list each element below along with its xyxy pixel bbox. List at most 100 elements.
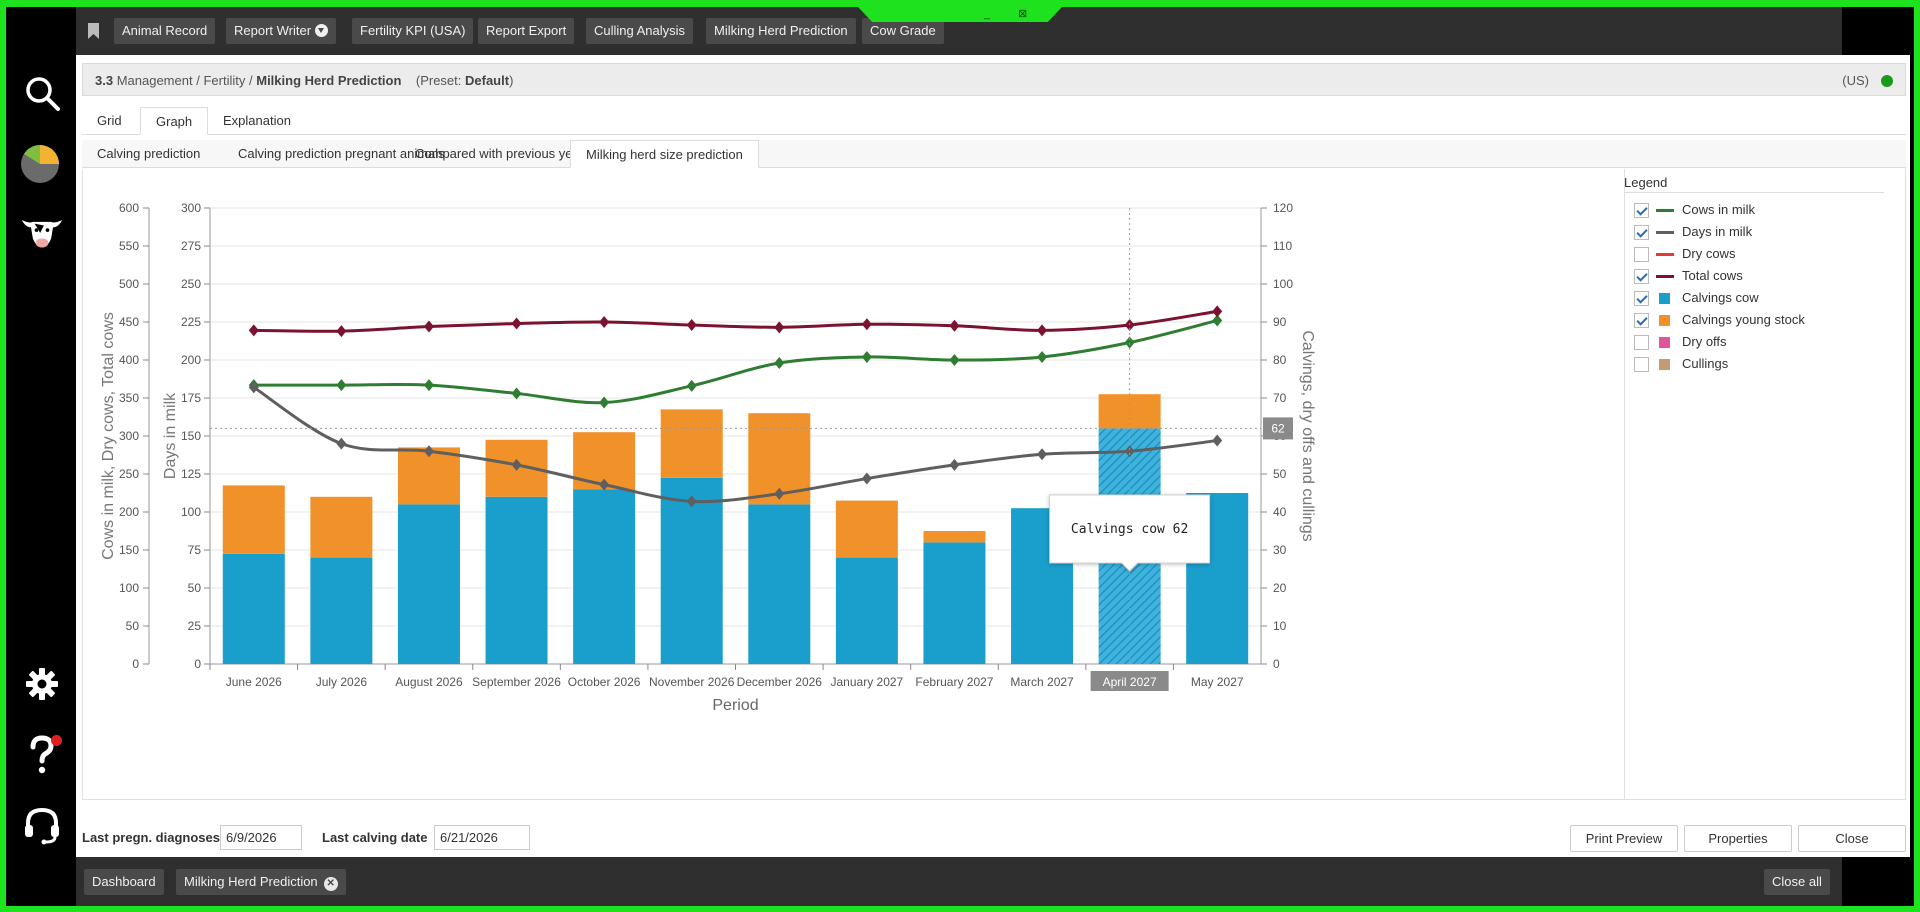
legend-checkbox[interactable] [1634, 247, 1649, 262]
point-days-in-milk [686, 495, 697, 508]
last-calving-field[interactable]: 6/21/2026 [434, 825, 530, 850]
y-outer-tick-label: 150 [119, 543, 139, 557]
subtab-calving-prediction[interactable]: Calving prediction [97, 146, 201, 161]
legend: Legend Cows in milk Days in milk Dry cows T… [1624, 175, 1884, 375]
help-icon[interactable] [20, 733, 64, 777]
point-days-in-milk [599, 478, 610, 491]
milking-herd-tab[interactable]: Milking Herd Prediction ✕ [176, 869, 346, 895]
page-title: Milking Herd Prediction [256, 73, 402, 88]
search-icon[interactable] [20, 71, 64, 115]
pie-chart-icon[interactable] [20, 140, 64, 184]
y-right-tick-label: 110 [1273, 239, 1292, 253]
y-right-tick-label: 90 [1273, 315, 1287, 329]
print-preview-button[interactable]: Print Preview [1570, 825, 1678, 852]
x-tick-label: September 2026 [472, 675, 561, 689]
cow-icon[interactable] [20, 209, 64, 253]
point-cows-in-milk [1212, 314, 1223, 327]
x-tick-label: October 2026 [568, 675, 641, 689]
legend-swatch [1656, 253, 1674, 256]
restore-button[interactable]: ⊠ [1018, 8, 1028, 20]
legend-swatch [1659, 315, 1670, 326]
y-outer-tick-label: 0 [132, 657, 139, 671]
legend-item-total-cows[interactable]: Total cows [1624, 265, 1884, 287]
report-export-button[interactable]: Report Export [478, 18, 575, 44]
legend-item-cows-in-milk[interactable]: Cows in milk [1624, 199, 1884, 221]
legend-item-cullings[interactable]: Cullings [1624, 353, 1884, 375]
close-button[interactable]: Close [1798, 825, 1906, 852]
tab-graph[interactable]: Graph [140, 107, 209, 135]
y-right-tick-label: 50 [1273, 467, 1287, 481]
y-right-tick-label: 40 [1273, 505, 1287, 519]
subtab-compared-previous-year[interactable]: Compared with previous year [415, 146, 585, 161]
dashboard-button[interactable]: Dashboard [84, 869, 164, 895]
legend-checkbox[interactable] [1634, 203, 1649, 218]
fertility-kpi-button[interactable]: Fertility KPI (USA) [352, 18, 474, 44]
line-cows-in-milk [253, 319, 1218, 405]
cow-grade-button[interactable]: Cow Grade [862, 18, 944, 44]
point-days-in-milk [861, 472, 872, 485]
point-days-in-milk [1124, 445, 1135, 458]
y-outer-axis-title: Cows in milk, Dry cows, Total cows [100, 312, 117, 560]
y-inner-axis-title: Days in milk [162, 392, 179, 479]
legend-item-calvings-cow[interactable]: Calvings cow [1624, 287, 1884, 309]
headset-icon[interactable] [20, 803, 64, 847]
point-cows-in-milk [1037, 350, 1048, 363]
status-indicator [1881, 75, 1893, 87]
legend-checkbox[interactable] [1634, 291, 1649, 306]
gear-icon[interactable] [20, 662, 64, 706]
report-writer-button[interactable]: Report Writer [226, 18, 337, 44]
breadcrumb: 3.3 Management / Fertility / Milking Her… [82, 63, 1906, 96]
legend-swatch [1656, 209, 1674, 212]
subtab-calving-pregnant[interactable]: Calving prediction pregnant animals [238, 146, 445, 161]
y-outer-tick-label: 400 [119, 353, 139, 367]
tab-grid[interactable]: Grid [97, 113, 122, 128]
bar-calvings-young-stock [835, 500, 898, 558]
legend-checkbox[interactable] [1634, 357, 1649, 372]
legend-swatch [1659, 337, 1670, 348]
legend-item-dry-cows[interactable]: Dry cows [1624, 243, 1884, 265]
y-inner-tick-label: 250 [181, 277, 201, 291]
last-calving-label: Last calving date [322, 830, 428, 845]
y-outer-tick-label: 600 [119, 201, 139, 215]
y-inner-tick-label: 100 [181, 505, 201, 519]
point-total-cows [599, 316, 610, 328]
y-outer-tick-label: 550 [119, 239, 139, 253]
legend-item-calvings-young-stock[interactable]: Calvings young stock [1624, 309, 1884, 331]
breadcrumb-fertility: Fertility [203, 73, 246, 88]
y-right-tick-label: 20 [1273, 581, 1287, 595]
line-total-cows [253, 309, 1218, 333]
bookmark-icon[interactable] [88, 23, 99, 39]
subtab-milking-herd-size[interactable]: Milking herd size prediction [570, 140, 759, 168]
tooltip-box [1049, 494, 1211, 572]
crosshair-label: 62 [1271, 421, 1285, 435]
legend-swatch [1659, 359, 1670, 370]
x-tick-label: December 2026 [737, 675, 823, 689]
animal-record-button[interactable]: Animal Record [114, 18, 216, 44]
close-tab-icon[interactable]: ✕ [323, 877, 338, 891]
view-tabs: Grid Graph Explanation [82, 107, 1906, 135]
y-right-axis-title: Calvings, dry offs and cullings [1299, 330, 1316, 541]
culling-analysis-button[interactable]: Culling Analysis [586, 18, 694, 44]
legend-checkbox[interactable] [1634, 225, 1649, 240]
preset-label: (Preset: [415, 73, 465, 88]
bar-calvings-cow [923, 542, 986, 664]
legend-checkbox[interactable] [1634, 269, 1649, 284]
close-all-button[interactable]: Close all [1764, 869, 1830, 895]
left-sidebar [6, 7, 76, 906]
minimize-button[interactable]: _ [984, 8, 991, 20]
legend-checkbox[interactable] [1634, 313, 1649, 328]
tab-explanation[interactable]: Explanation [223, 113, 291, 128]
x-tick-label: April 2027 [1103, 675, 1157, 689]
notification-dot [51, 735, 62, 746]
properties-button[interactable]: Properties [1684, 825, 1792, 852]
legend-checkbox[interactable] [1634, 335, 1649, 350]
y-inner-tick-label: 200 [181, 353, 201, 367]
chevron-down-icon[interactable] [315, 24, 329, 37]
last-pregn-field[interactable]: 6/9/2026 [220, 825, 302, 850]
legend-item-dry-offs[interactable]: Dry offs [1624, 331, 1884, 353]
x-tick-label: March 2027 [1010, 675, 1074, 689]
y-inner-tick-label: 75 [188, 543, 202, 557]
y-outer-tick-label: 300 [119, 429, 139, 443]
milking-herd-prediction-button[interactable]: Milking Herd Prediction [706, 18, 856, 44]
legend-item-days-in-milk[interactable]: Days in milk [1624, 221, 1884, 243]
